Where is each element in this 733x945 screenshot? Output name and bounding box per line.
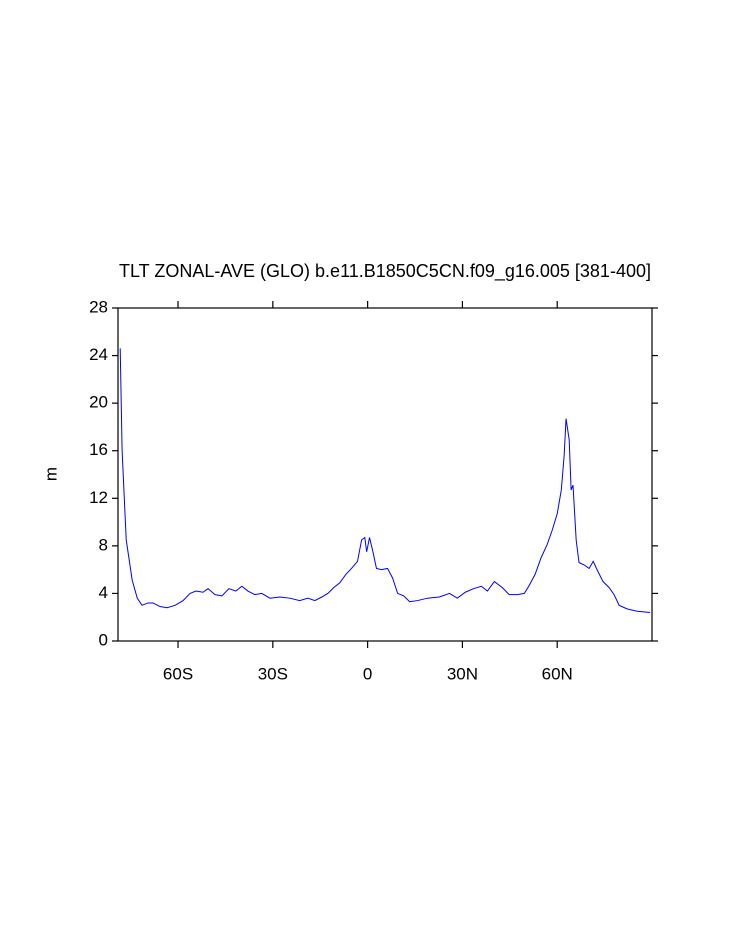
y-tick-label: 8: [99, 535, 108, 554]
x-tick-label: 60N: [542, 664, 573, 683]
y-axis-label: m: [41, 467, 60, 481]
y-tick-label: 24: [89, 345, 108, 364]
y-tick-label: 4: [99, 583, 108, 602]
chart-title: TLT ZONAL-AVE (GLO) b.e11.B1850C5CN.f09_…: [119, 261, 651, 282]
y-tick-label: 12: [89, 488, 108, 507]
y-tick-label: 20: [89, 393, 108, 412]
y-tick-label: 16: [89, 440, 108, 459]
data-line: [119, 348, 651, 613]
plot-frame: [117, 307, 653, 642]
x-tick-label: 30S: [258, 664, 288, 683]
x-tick-label: 30N: [447, 664, 478, 683]
x-tick-label: 0: [363, 664, 372, 683]
y-tick-label: 0: [99, 630, 108, 649]
y-tick-label: 28: [89, 297, 108, 316]
x-tick-label: 60S: [163, 664, 193, 683]
